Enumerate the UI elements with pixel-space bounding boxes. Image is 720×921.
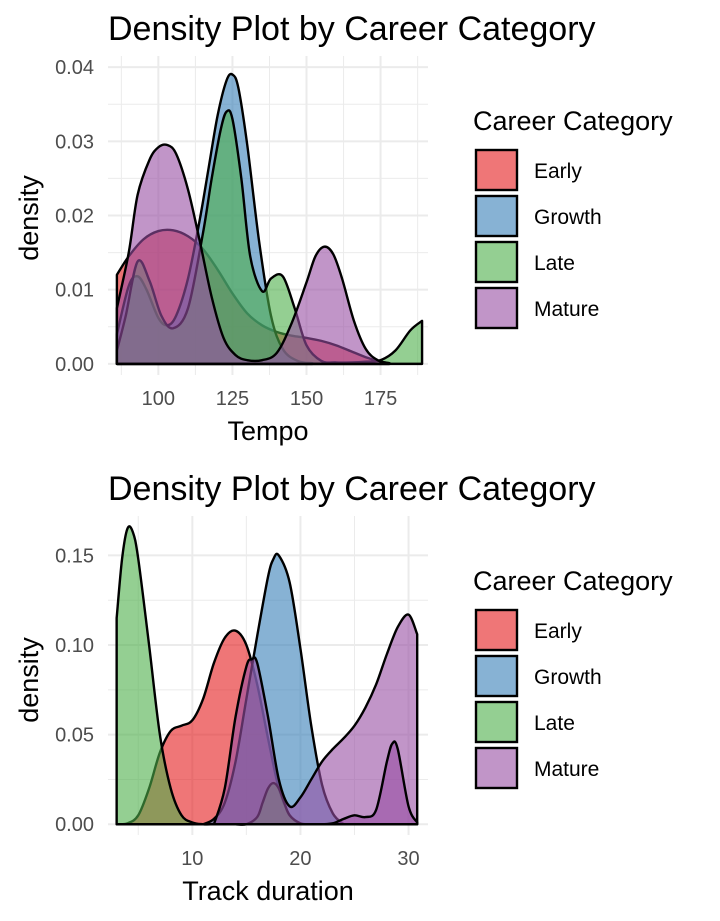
x-axis-ticks: 10 20 30: [181, 848, 419, 870]
x-axis-title: Tempo: [227, 416, 308, 446]
legend-item-late: Late: [474, 240, 575, 284]
legend-swatch: [474, 194, 519, 238]
legend-swatch: [474, 148, 519, 192]
x-axis-ticks: 100 125 150 175: [142, 388, 398, 410]
legend-swatch: [474, 240, 519, 284]
tempo-density-chart: Density Plot by Career Category 100 125 15…: [14, 10, 673, 446]
x-tick-label: 10: [181, 848, 203, 870]
legend-label: Growth: [534, 666, 602, 689]
x-tick-label: 125: [216, 388, 249, 410]
x-tick-label: 175: [364, 388, 397, 410]
y-axis-ticks: 0.00 0.05 0.10 0.15: [55, 545, 94, 836]
x-tick-label: 150: [290, 388, 323, 410]
legend-label: Mature: [534, 298, 599, 321]
legend-swatch: [474, 700, 519, 744]
x-tick-label: 20: [289, 848, 311, 870]
y-tick-label: 0.15: [55, 545, 94, 567]
y-tick-label: 0.01: [55, 280, 94, 302]
legend-swatch: [474, 746, 519, 790]
y-tick-label: 0.02: [55, 206, 94, 228]
density-areas: [115, 525, 419, 826]
y-tick-label: 0.00: [55, 354, 94, 376]
legend-swatch: [474, 654, 519, 698]
y-axis-title: density: [14, 175, 44, 261]
legend-item-mature: Mature: [474, 286, 599, 330]
y-tick-label: 0.10: [55, 635, 94, 657]
legend-label: Early: [534, 620, 582, 643]
density-area-mature: [115, 143, 391, 366]
y-tick-label: 0.00: [55, 814, 94, 836]
legend-title: Career Category: [473, 566, 673, 596]
y-tick-label: 0.05: [55, 725, 94, 747]
legend-label: Early: [534, 160, 582, 183]
legend-item-late: Late: [474, 700, 575, 744]
legend-title: Career Category: [473, 106, 673, 136]
legend-item-early: Early: [474, 608, 582, 652]
legend-label: Growth: [534, 206, 602, 229]
legend-item-growth: Growth: [474, 654, 602, 698]
y-axis-ticks: 0.00 0.01 0.02 0.03 0.04: [55, 57, 94, 376]
density-areas: [115, 72, 424, 366]
density-area-mature: [212, 613, 419, 826]
legend-item-early: Early: [474, 148, 582, 192]
density-area-mature: [310, 740, 419, 826]
duration-density-chart: Density Plot by Career Category 10 20 30 0…: [14, 470, 673, 906]
legend-label: Late: [534, 252, 575, 275]
legend-label: Mature: [534, 758, 599, 781]
y-tick-label: 0.03: [55, 131, 94, 153]
x-tick-label: 30: [397, 848, 419, 870]
legend-item-mature: Mature: [474, 746, 599, 790]
legend-swatch: [474, 608, 519, 652]
chart-title: Density Plot by Career Category: [108, 470, 596, 508]
chart-title: Density Plot by Career Category: [108, 10, 596, 48]
y-tick-label: 0.04: [55, 57, 94, 79]
legend: Career Category Early Growth Late Mature: [473, 106, 673, 330]
x-tick-label: 100: [142, 388, 175, 410]
y-axis-title: density: [14, 637, 44, 723]
legend-swatch: [474, 286, 519, 330]
legend-label: Late: [534, 712, 575, 735]
legend-item-growth: Growth: [474, 194, 602, 238]
legend: Career Category Early Growth Late Mature: [473, 566, 673, 790]
x-axis-title: Track duration: [182, 876, 354, 906]
